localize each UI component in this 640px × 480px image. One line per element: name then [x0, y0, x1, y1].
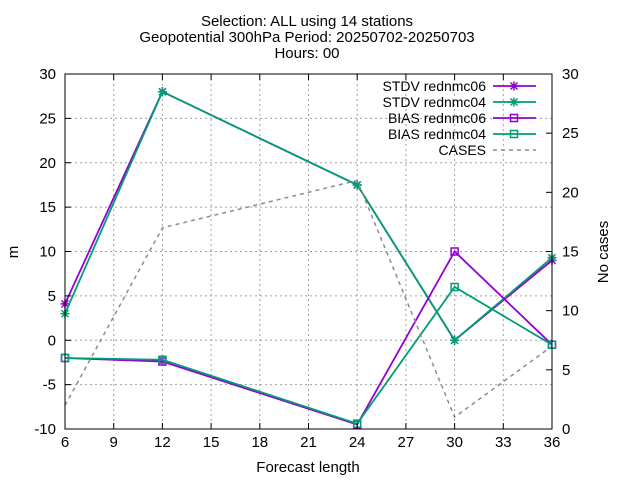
point-marker [352, 180, 362, 190]
y-tick-label: -5 [43, 377, 56, 394]
series-line [64, 179, 553, 419]
legend-entry-label: CASES [439, 142, 486, 158]
point-marker [509, 113, 519, 123]
y2-axis-label: No cases [595, 221, 612, 284]
legend-entry-label: BIAS rednmc04 [388, 126, 486, 142]
y2-tick-label: 5 [562, 362, 570, 379]
chart-title-line-3: Hours: 00 [274, 45, 339, 62]
y2-tick-label: 0 [562, 421, 570, 438]
x-tick-label: 27 [398, 434, 415, 451]
legend-entry-label: STDV rednmc04 [383, 94, 487, 110]
point-marker [450, 335, 460, 345]
point-marker [157, 87, 167, 97]
x-tick-label: 30 [446, 434, 463, 451]
x-tick-label: 24 [349, 434, 366, 451]
point-marker [509, 129, 519, 139]
y-tick-label: 5 [48, 288, 56, 305]
y2-tick-label: 30 [562, 66, 579, 83]
y-axis-label: m [5, 246, 22, 259]
point-marker [450, 247, 459, 256]
grid [65, 74, 552, 429]
x-tick-label: 21 [300, 434, 317, 451]
x-tick-label: 36 [544, 434, 561, 451]
point-marker [509, 81, 519, 91]
x-axis-label: Forecast length [256, 459, 359, 476]
x-tick-label: 15 [203, 434, 220, 451]
tick-labels: 6 9 12 15 18 21 24 27 30 33 36 -10 -5 0 5 10 15 20 25 30 0 5 1… [34, 66, 578, 451]
point-marker [450, 282, 459, 292]
x-tick-label: 6 [61, 434, 69, 451]
x-tick-label: 9 [110, 434, 118, 451]
chart-title-line-2: Geopotential 300hPa Period: 20250702-202… [139, 29, 474, 46]
x-tick-label: 12 [154, 434, 171, 451]
x-tick-label: 33 [495, 434, 512, 451]
legend-entry-label: BIAS rednmc06 [388, 110, 486, 126]
legend-entry-label: STDV rednmc06 [383, 78, 487, 94]
y2-tick-label: 15 [562, 244, 579, 261]
y-tick-label: 0 [48, 332, 56, 349]
y-tick-label: 25 [39, 110, 56, 127]
y-tick-label: 30 [39, 66, 56, 83]
x-tick-label: 18 [251, 434, 268, 451]
y2-tick-label: 25 [562, 125, 579, 142]
chart-title-line-1: Selection: ALL using 14 stations [201, 13, 413, 30]
y-tick-label: 20 [39, 155, 56, 172]
y2-tick-label: 20 [562, 184, 579, 201]
y-tick-label: -10 [34, 421, 56, 438]
point-marker [509, 97, 519, 107]
y-tick-label: 15 [39, 199, 56, 216]
y2-tick-label: 10 [562, 303, 579, 320]
point-marker [158, 355, 167, 365]
y-tick-label: 10 [39, 244, 56, 261]
